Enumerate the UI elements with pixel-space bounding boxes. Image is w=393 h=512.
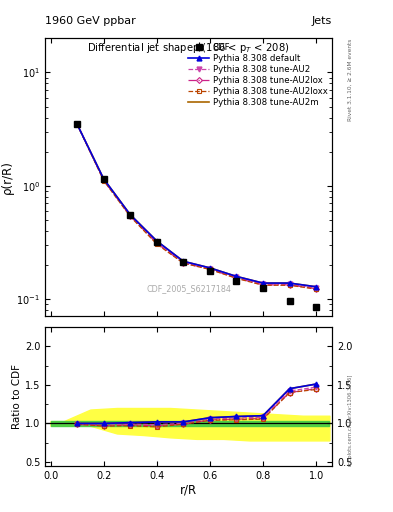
Pythia 8.308 tune-AU2lox <box>128 213 132 219</box>
Pythia 8.308 tune-AU2loxx <box>75 121 79 127</box>
Pythia 8.308 tune-AU2loxx <box>181 260 185 266</box>
Text: Rivet 3.1.10, ≥ 2.6M events: Rivet 3.1.10, ≥ 2.6M events <box>348 38 353 121</box>
Pythia 8.308 tune-AU2m <box>261 280 265 286</box>
Pythia 8.308 tune-AU2m <box>208 265 212 271</box>
Line: Pythia 8.308 tune-AU2: Pythia 8.308 tune-AU2 <box>75 122 319 290</box>
Pythia 8.308 tune-AU2lox <box>234 275 239 281</box>
Pythia 8.308 default <box>261 280 265 286</box>
Pythia 8.308 tune-AU2lox <box>287 282 292 288</box>
Line: Pythia 8.308 tune-AU2m: Pythia 8.308 tune-AU2m <box>77 124 316 287</box>
Pythia 8.308 tune-AU2loxx <box>208 266 212 272</box>
Pythia 8.308 tune-AU2 <box>208 266 212 272</box>
Pythia 8.308 tune-AU2 <box>234 274 239 281</box>
Pythia 8.308 tune-AU2 <box>261 281 265 287</box>
Pythia 8.308 tune-AU2lox <box>101 177 106 183</box>
Pythia 8.308 tune-AU2m <box>101 176 106 182</box>
X-axis label: r/R: r/R <box>180 483 197 497</box>
Pythia 8.308 tune-AU2m <box>181 258 185 264</box>
Pythia 8.308 tune-AU2m <box>287 280 292 286</box>
Line: Pythia 8.308 tune-AU2lox: Pythia 8.308 tune-AU2lox <box>75 122 318 291</box>
Pythia 8.308 tune-AU2m <box>234 273 239 280</box>
Pythia 8.308 default <box>101 176 106 182</box>
Pythia 8.308 default <box>234 273 239 280</box>
Pythia 8.308 default <box>75 121 79 127</box>
Pythia 8.308 tune-AU2lox <box>181 260 185 266</box>
Pythia 8.308 tune-AU2loxx <box>128 214 132 220</box>
Pythia 8.308 default <box>287 280 292 286</box>
Pythia 8.308 tune-AU2loxx <box>154 241 159 247</box>
Y-axis label: ρ(r/R): ρ(r/R) <box>1 160 14 195</box>
Line: Pythia 8.308 default: Pythia 8.308 default <box>75 122 319 289</box>
Pythia 8.308 tune-AU2 <box>101 177 106 183</box>
Pythia 8.308 tune-AU2loxx <box>101 178 106 184</box>
Pythia 8.308 tune-AU2m <box>128 211 132 218</box>
Legend: CDF, Pythia 8.308 default, Pythia 8.308 tune-AU2, Pythia 8.308 tune-AU2lox, Pyth: CDF, Pythia 8.308 default, Pythia 8.308 … <box>186 41 329 109</box>
Text: Jets: Jets <box>312 15 332 26</box>
Pythia 8.308 tune-AU2lox <box>261 282 265 288</box>
Pythia 8.308 tune-AU2m <box>75 121 79 127</box>
Pythia 8.308 tune-AU2 <box>75 121 79 127</box>
Pythia 8.308 tune-AU2lox <box>154 240 159 246</box>
Text: 1960 GeV ppbar: 1960 GeV ppbar <box>45 15 136 26</box>
Pythia 8.308 default <box>208 265 212 271</box>
Text: Differential jet shapep (186 < p$_T$ < 208): Differential jet shapep (186 < p$_T$ < 2… <box>87 41 290 55</box>
Pythia 8.308 tune-AU2loxx <box>287 282 292 288</box>
Pythia 8.308 default <box>154 238 159 244</box>
Pythia 8.308 tune-AU2loxx <box>234 275 239 282</box>
Pythia 8.308 tune-AU2 <box>128 212 132 219</box>
Pythia 8.308 default <box>128 211 132 218</box>
Pythia 8.308 tune-AU2loxx <box>261 282 265 288</box>
Pythia 8.308 default <box>181 258 185 264</box>
Pythia 8.308 tune-AU2 <box>314 285 318 291</box>
Pythia 8.308 tune-AU2 <box>154 240 159 246</box>
Line: Pythia 8.308 tune-AU2loxx: Pythia 8.308 tune-AU2loxx <box>75 122 318 291</box>
Pythia 8.308 tune-AU2 <box>287 281 292 287</box>
Text: CDF_2005_S6217184: CDF_2005_S6217184 <box>146 284 231 293</box>
Pythia 8.308 tune-AU2lox <box>75 121 79 127</box>
Pythia 8.308 tune-AU2loxx <box>314 286 318 292</box>
Pythia 8.308 tune-AU2m <box>154 238 159 244</box>
Pythia 8.308 default <box>314 284 318 290</box>
Text: mcplots.cern.ch [arXiv:1306.3436]: mcplots.cern.ch [arXiv:1306.3436] <box>348 374 353 466</box>
Pythia 8.308 tune-AU2lox <box>208 266 212 272</box>
Pythia 8.308 tune-AU2 <box>181 260 185 266</box>
Pythia 8.308 tune-AU2m <box>314 284 318 290</box>
Pythia 8.308 tune-AU2lox <box>314 286 318 292</box>
Y-axis label: Ratio to CDF: Ratio to CDF <box>12 364 22 429</box>
